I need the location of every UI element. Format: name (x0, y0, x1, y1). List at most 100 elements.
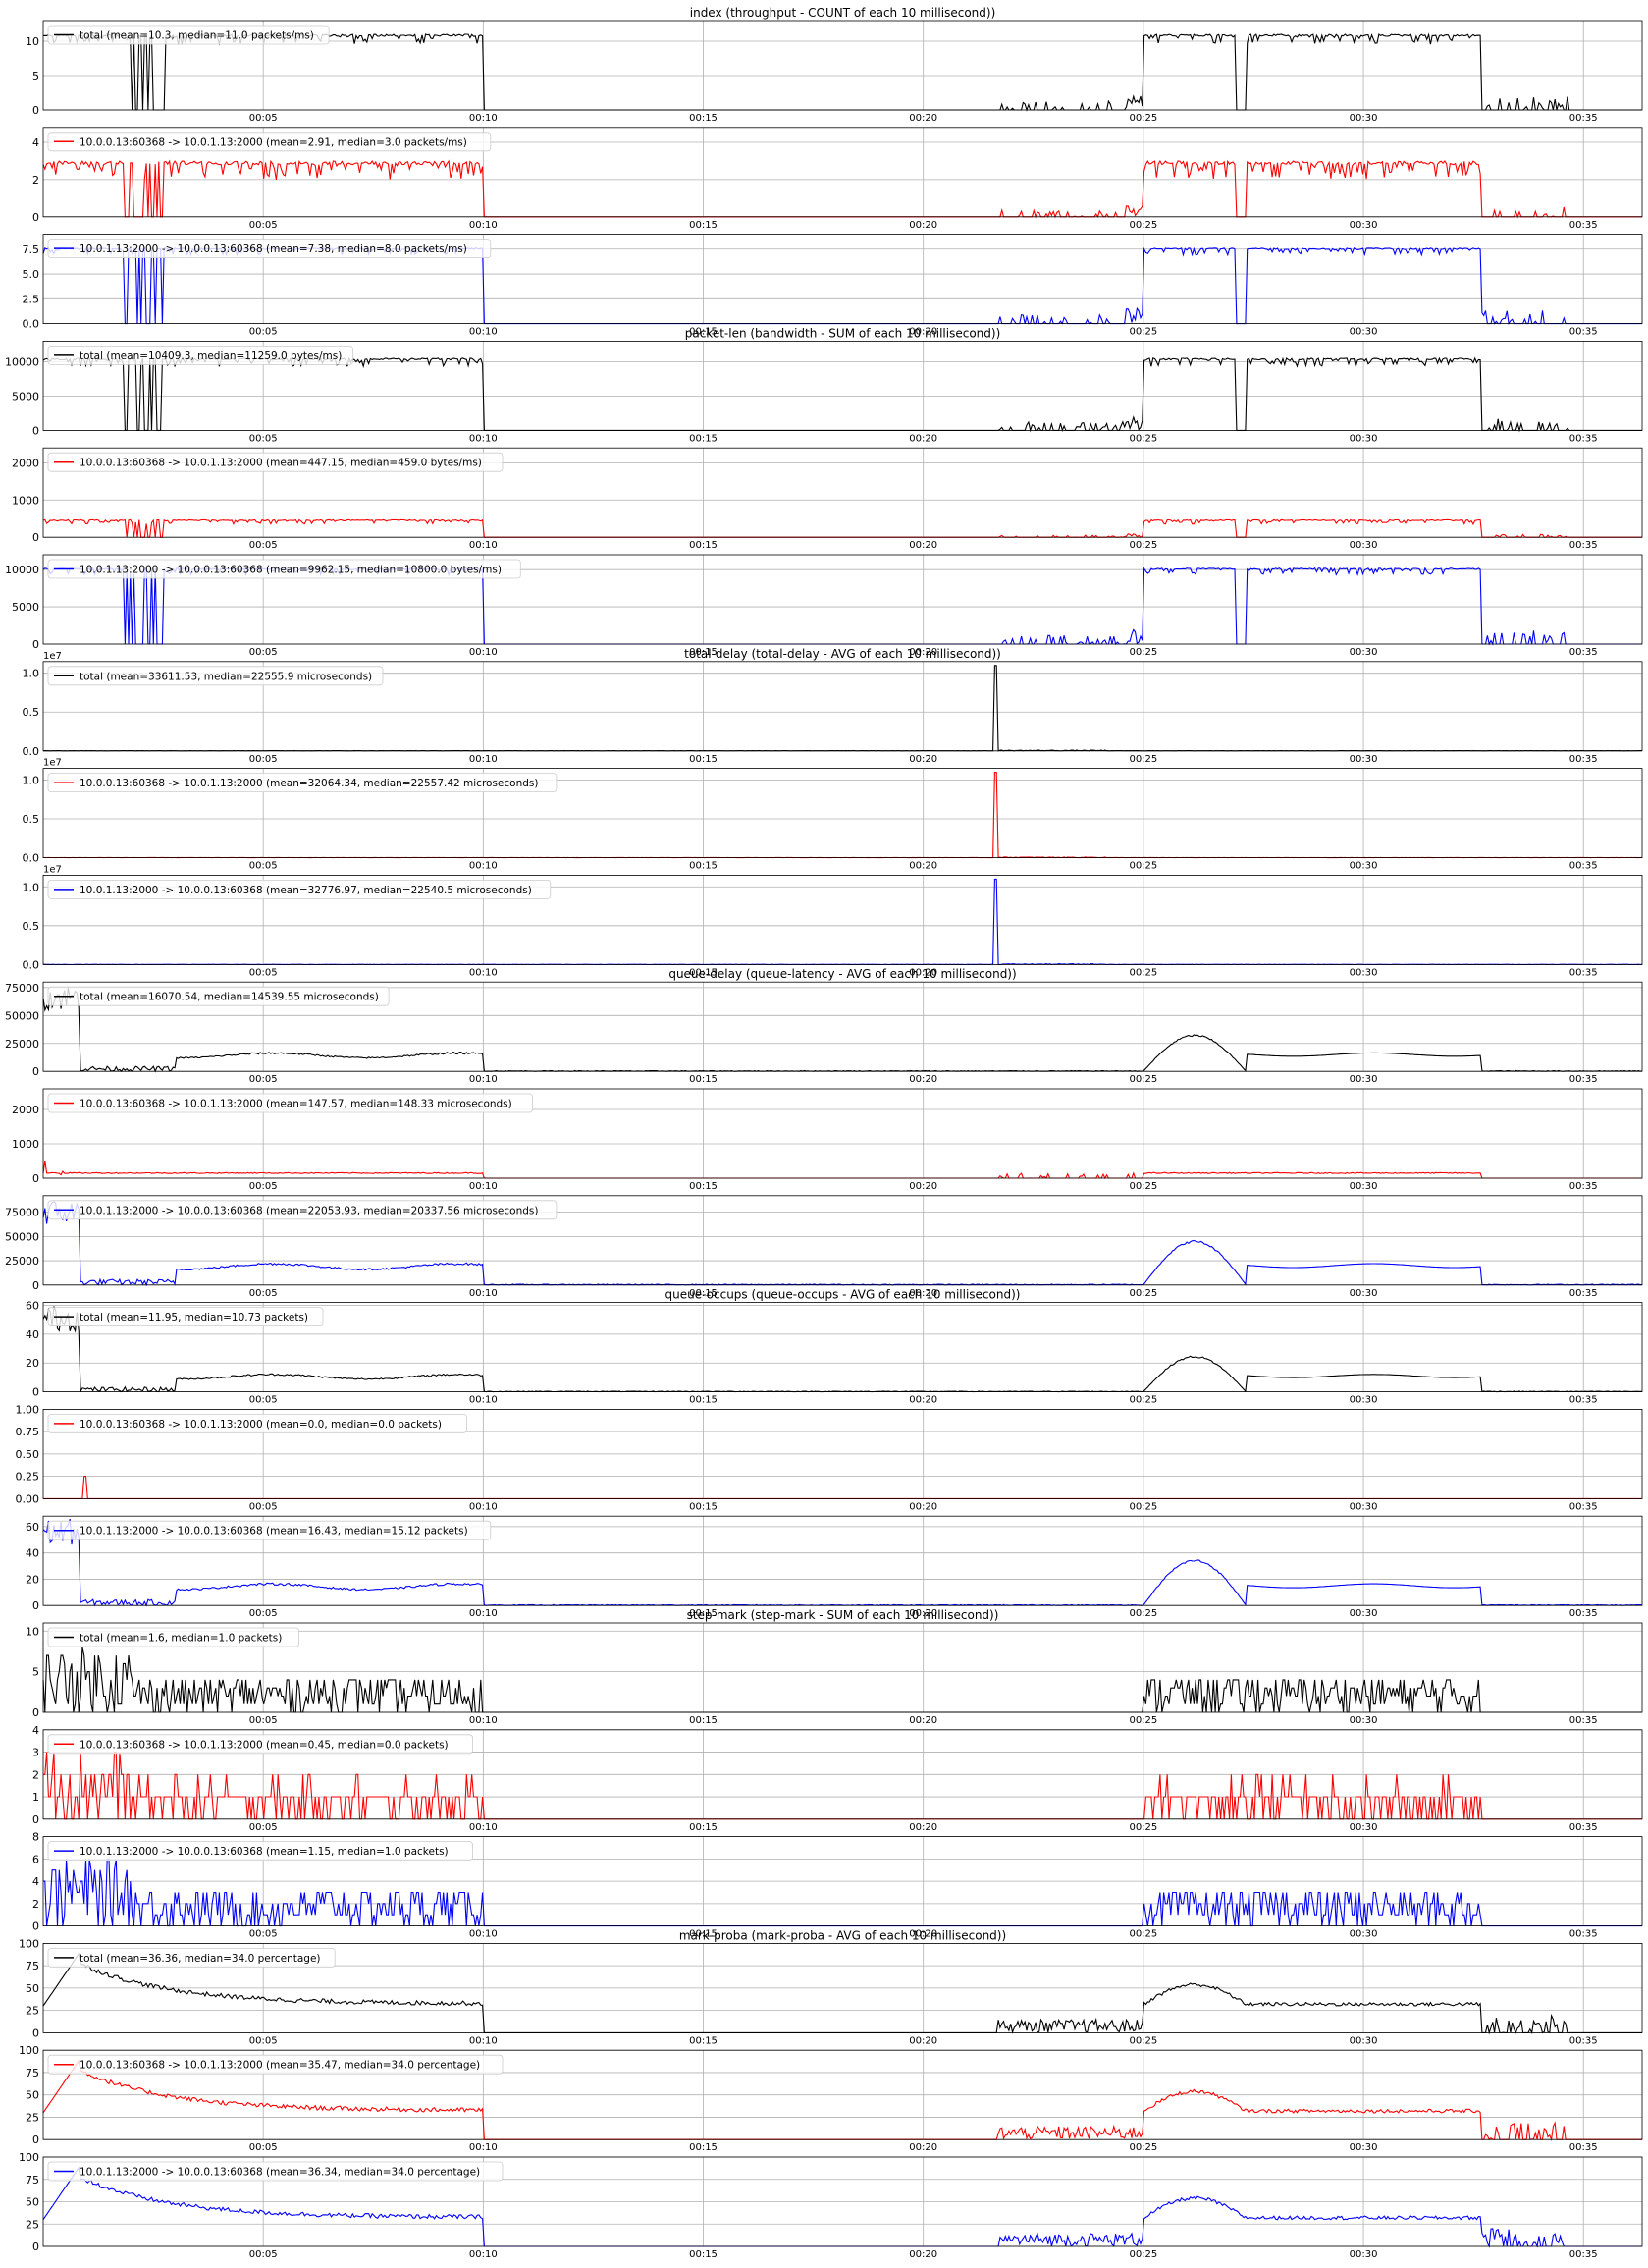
legend: 10.0.1.13:2000 -> 10.0.0.13:60368 (mean=… (47, 559, 521, 579)
x-tick-label: 00:05 (249, 861, 278, 872)
legend-label: 10.0.1.13:2000 -> 10.0.0.13:60368 (mean=… (80, 1526, 468, 1538)
series-line (42, 1647, 1642, 1713)
legend: 10.0.1.13:2000 -> 10.0.0.13:60368 (mean=… (47, 880, 552, 899)
x-tick-label: 00:30 (1350, 2249, 1378, 2260)
x-tick-label: 00:20 (909, 433, 937, 444)
plot-frame (42, 340, 1643, 431)
x-tick-label: 00:25 (1129, 113, 1157, 124)
legend: total (mean=16070.54, median=14539.55 mi… (47, 986, 390, 1006)
x-tick-label: 00:20 (909, 327, 937, 338)
y-tick-label: 5000 (12, 390, 39, 403)
x-tick-label: 00:10 (469, 1929, 498, 1940)
y-tick-label: 25 (26, 2111, 39, 2124)
legend-label: total (mean=10.3, median=11.0 packets/ms… (80, 30, 314, 42)
x-tick-label: 00:30 (1350, 1395, 1378, 1406)
y-tick-label: 5 (32, 70, 39, 82)
y-tick-label: 2.5 (23, 293, 40, 305)
y-tick-label: 20 (26, 1573, 39, 1586)
x-tick-label: 00:15 (689, 1501, 718, 1512)
y-tick-label: 60 (26, 1300, 39, 1313)
y-tick-label: 75 (26, 2174, 39, 2187)
x-tick-label: 00:25 (1129, 861, 1157, 872)
subplot-8: 0.0 0.5 1.0 00:05 00:10 00:15 00:20 00:25 00:30 0… (23, 758, 1643, 872)
series-line (42, 1161, 1642, 1180)
x-tick-label: 00:20 (909, 1608, 937, 1619)
x-tick-label: 00:10 (469, 647, 498, 658)
y-tick-label: 1000 (12, 1138, 39, 1151)
series-line (43, 1476, 1642, 1499)
y-tick-label: 25000 (5, 1038, 39, 1051)
x-tick-label: 00:20 (909, 2249, 937, 2260)
x-tick-label: 00:25 (1129, 1608, 1157, 1619)
x-tick-label: 00:10 (469, 2142, 498, 2153)
x-tick-label: 00:25 (1129, 1074, 1157, 1085)
plot-frame (42, 768, 1643, 858)
legend-box (47, 1414, 467, 1433)
subplot-3: 0.0 2.5 5.0 7.5 00:05 00:10 00:15 00:20 00:25 00:… (23, 234, 1643, 338)
x-tick-label: 00:35 (1569, 1501, 1598, 1512)
plot-frame (42, 554, 1643, 645)
x-tick-label: 00:25 (1129, 1501, 1157, 1512)
y-tick-label: 50 (26, 1982, 39, 1995)
legend: total (mean=36.36, median=34.0 percentag… (47, 1948, 336, 1968)
series-line (42, 518, 1642, 538)
y-tick-label: 0 (32, 104, 39, 117)
x-tick-label: 00:15 (689, 1181, 718, 1192)
x-tick-label: 00:05 (249, 967, 278, 978)
y-tick-label: 0.0 (23, 318, 40, 331)
y-tick-label: 1.0 (23, 774, 40, 786)
x-tick-label: 00:35 (1569, 1822, 1598, 1833)
legend-box (47, 666, 384, 686)
legend-box (47, 25, 330, 45)
x-tick-label: 00:20 (909, 1395, 937, 1406)
y-tick-label: 0 (32, 1279, 39, 1292)
axis-offset-label: 1e7 (43, 864, 62, 875)
legend-label: total (mean=36.36, median=34.0 percentag… (80, 1953, 321, 1965)
x-tick-label: 00:05 (249, 540, 278, 551)
y-tick-label: 20 (26, 1357, 39, 1370)
chart-title: packet-len (bandwidth - SUM of each 10 m… (685, 326, 1001, 340)
series-line (42, 245, 1642, 326)
legend-label: 10.0.0.13:60368 -> 10.0.1.13:2000 (mean=… (80, 778, 538, 789)
x-tick-label: 00:20 (909, 1501, 937, 1512)
y-tick-label: 5 (32, 1666, 39, 1679)
y-tick-label: 75 (26, 1960, 39, 1972)
x-tick-label: 00:35 (1569, 433, 1598, 444)
y-tick-label: 0.25 (16, 1471, 40, 1484)
x-tick-label: 00:05 (249, 2142, 278, 2153)
x-tick-label: 00:20 (909, 1929, 937, 1940)
x-tick-label: 00:30 (1350, 647, 1378, 658)
x-tick-label: 00:05 (249, 1715, 278, 1726)
y-tick-label: 75 (26, 2067, 39, 2079)
x-tick-label: 00:25 (1129, 2142, 1157, 2153)
x-tick-label: 00:30 (1350, 967, 1378, 978)
y-tick-label: 10 (26, 1625, 39, 1638)
legend-box (47, 2054, 504, 2075)
legend-box (47, 773, 558, 792)
y-tick-label: 1.0 (23, 668, 40, 680)
chart-title: total-delay (total-delay - AVG of each 1… (684, 647, 1001, 661)
chart-title: queue-delay (queue-latency - AVG of each… (668, 967, 1016, 981)
axis-offset-label: 1e7 (43, 651, 62, 662)
x-tick-label: 00:25 (1129, 327, 1157, 338)
legend-box (47, 1841, 473, 1861)
legend-box (47, 345, 353, 365)
y-tick-label: 0.5 (23, 813, 40, 826)
x-tick-label: 00:30 (1350, 220, 1378, 231)
x-tick-label: 00:30 (1350, 1288, 1378, 1299)
plot-frame (42, 1195, 1643, 1286)
y-tick-label: 100 (19, 2044, 39, 2057)
y-tick-label: 7.5 (23, 243, 40, 256)
subplot-15: 0 20 40 60 00:05 00:10 00:15 00:20 00:25 00:30 00:… (26, 1515, 1643, 1619)
y-tick-label: 3 (32, 1747, 39, 1759)
x-tick-label: 00:05 (249, 1288, 278, 1299)
plot-frame (42, 2049, 1643, 2140)
x-tick-label: 00:30 (1350, 2142, 1378, 2153)
plot-frame (42, 20, 1643, 111)
legend-box (47, 1200, 558, 1220)
subplot-5: 0 1000 2000 00:05 00:10 00:15 00:20 00:25 00:30 0… (12, 447, 1643, 551)
legend-label: 10.0.0.13:60368 -> 10.0.1.13:2000 (mean=… (80, 1739, 449, 1751)
y-tick-label: 0.0 (23, 745, 40, 758)
y-tick-label: 4 (32, 136, 39, 149)
y-tick-label: 4 (32, 1875, 39, 1888)
